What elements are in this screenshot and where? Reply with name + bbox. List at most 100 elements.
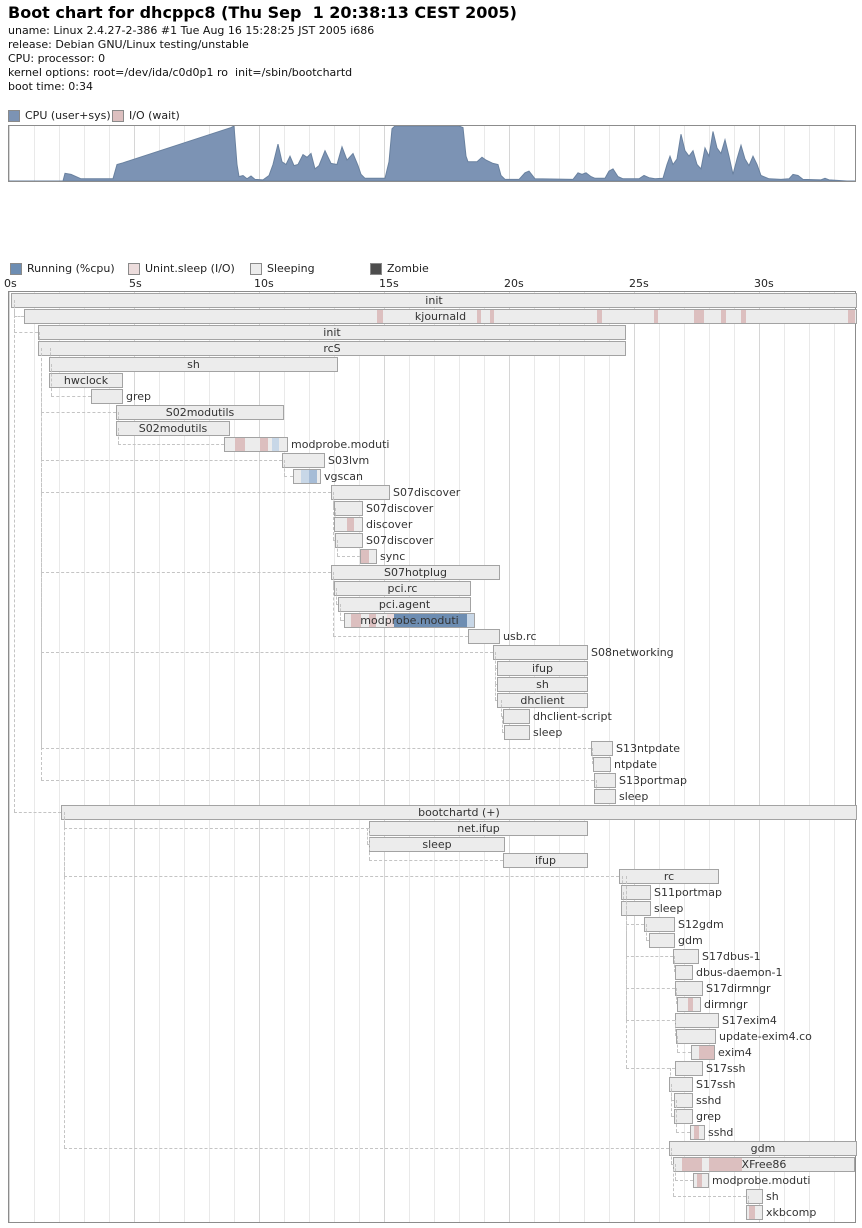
io-wait-segment [377, 310, 383, 323]
io-wait-segment [235, 438, 245, 451]
io-wait-segment [597, 310, 602, 323]
axis-tick-label: 20s [504, 277, 524, 290]
process-label: dbus-daemon-1 [696, 966, 783, 979]
process-bar: rc [619, 869, 719, 884]
tree-connector-horizontal [41, 492, 331, 493]
cpu-line: CPU: processor: 0 [8, 52, 106, 65]
uname-line: uname: Linux 2.4.27-2-386 #1 Tue Aug 16 … [8, 24, 375, 37]
process-bar: S12gdm [644, 917, 724, 932]
process-bar: sleep [594, 789, 648, 804]
io-wait-segment [477, 310, 481, 323]
cpu-usage-chart [8, 125, 856, 182]
process-bar: init [38, 325, 626, 340]
process-label: modprobe.moduti [360, 614, 459, 627]
tree-connector-vertical [495, 652, 496, 668]
process-bar: pci.agent [338, 597, 471, 612]
io-wait-segment [682, 1158, 702, 1171]
tree-connector-vertical [675, 1164, 676, 1180]
process-bar: sleep [621, 901, 683, 916]
legend-swatch-icon [370, 262, 382, 275]
io-wait-segment [848, 310, 855, 323]
legend-item: Sleeping [250, 262, 315, 275]
legend-label: Sleeping [267, 262, 315, 275]
process-bar: sshd [690, 1125, 733, 1140]
io-wait-segment [369, 614, 376, 627]
tree-connector-horizontal [626, 1020, 675, 1021]
tree-connector-horizontal [626, 988, 675, 989]
cpu-usage-area [9, 126, 855, 181]
process-label: S07discover [366, 502, 434, 515]
legend-label: CPU (user+sys) [25, 109, 111, 122]
tree-connector-vertical [596, 780, 597, 796]
process-bar: S03lvm [282, 453, 369, 468]
process-bar: vgscan [293, 469, 363, 484]
process-label: S17ssh [696, 1078, 736, 1091]
process-bar: dhclient [497, 693, 588, 708]
tree-connector-horizontal [14, 812, 61, 813]
tree-connector-horizontal [64, 1148, 669, 1149]
tree-connector-horizontal [495, 700, 497, 701]
process-label: exim4 [718, 1046, 752, 1059]
tree-connector-vertical [51, 364, 52, 396]
tree-connector-horizontal [502, 732, 504, 733]
process-bar: gdm [649, 933, 703, 948]
process-bar: S02modutils [116, 405, 284, 420]
process-label: S17ssh [706, 1062, 746, 1075]
tree-connector-vertical [675, 1020, 676, 1036]
process-label: sshd [708, 1126, 734, 1139]
tree-connector-vertical [495, 684, 496, 700]
process-bar: S07hotplug [331, 565, 500, 580]
legend-item: Zombie [370, 262, 429, 275]
tree-connector-vertical [118, 428, 119, 444]
cpu-running-segment [467, 614, 474, 627]
process-label: sh [766, 1190, 779, 1203]
process-bar: S17dirmngr [675, 981, 771, 996]
process-label: dhclient [520, 694, 565, 707]
process-label: update-exim4.co [719, 1030, 812, 1043]
process-label: S08networking [591, 646, 674, 659]
process-bar: S13portmap [594, 773, 687, 788]
process-label: S02modutils [165, 406, 235, 419]
process-bar: dhclient-script [503, 709, 612, 724]
process-label: sshd [696, 1094, 722, 1107]
axis-tick-label: 25s [629, 277, 649, 290]
process-bar: hwclock [49, 373, 123, 388]
process-label: init [425, 294, 443, 307]
tree-connector-horizontal [14, 332, 38, 333]
process-label: dhclient-script [533, 710, 612, 723]
axis-tick-label: 15s [379, 277, 399, 290]
legend-item: Unint.sleep (I/O) [128, 262, 235, 275]
process-label: sleep [533, 726, 563, 739]
process-label: bootchartd (+) [418, 806, 500, 819]
boot-time-line: boot time: 0:34 [8, 80, 94, 93]
system-info: uname: Linux 2.4.27-2-386 #1 Tue Aug 16 … [8, 24, 374, 94]
process-bar: ifup [497, 661, 588, 676]
process-label: sleep [654, 902, 684, 915]
process-label: S13ntpdate [616, 742, 681, 755]
process-bar: rcS [38, 341, 626, 356]
process-label: ifup [532, 662, 553, 675]
process-label: kjournald [414, 310, 467, 323]
tree-connector-vertical [495, 668, 496, 684]
tree-connector-horizontal [671, 1116, 674, 1117]
process-bar: S02modutils [116, 421, 230, 436]
process-label: sh [536, 678, 549, 691]
legend-swatch-icon [128, 262, 140, 275]
process-bar: sleep [504, 725, 562, 740]
io-wait-segment [347, 518, 354, 531]
process-label: S12gdm [678, 918, 724, 931]
process-tree-chart: init kjournald init rcS sh hwclock grep S02modu… [8, 291, 857, 1223]
process-bar: exim4 [691, 1045, 752, 1060]
io-wait-segment [741, 310, 746, 323]
process-label: pci.agent [378, 598, 431, 611]
process-label: gdm [750, 1142, 776, 1155]
tree-connector-vertical [748, 1196, 749, 1212]
tree-connector-vertical [64, 812, 65, 1148]
process-label: modprobe.moduti [712, 1174, 811, 1187]
process-label: init [323, 326, 341, 339]
process-label: sh [187, 358, 200, 371]
tree-connector-vertical [118, 412, 119, 428]
process-bar: grep [91, 389, 151, 404]
process-bar: S17exim4 [675, 1013, 777, 1028]
kernel-options-line: kernel options: root=/dev/ida/c0d0p1 ro … [8, 66, 353, 79]
